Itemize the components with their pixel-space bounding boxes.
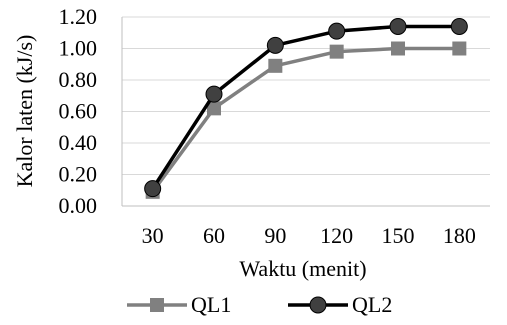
x-tick-label: 150 [382, 223, 415, 248]
x-tick-label: 180 [443, 223, 476, 248]
series-QL1 [145, 41, 467, 199]
legend-label: QL2 [352, 292, 392, 317]
legend-item-QL1: QL1 [127, 292, 231, 317]
y-tick-label: 0.40 [59, 130, 98, 155]
y-tick-label: 1.00 [59, 36, 98, 61]
axes [121, 17, 490, 207]
data-point [391, 41, 405, 56]
y-tick-label: 1.20 [59, 4, 98, 29]
y-axis-title: Kalor laten (kJ/s) [12, 35, 37, 188]
y-tick-label: 0.00 [59, 193, 98, 218]
data-point [450, 17, 468, 35]
x-tick-label: 60 [203, 223, 225, 248]
y-tick-label: 0.20 [59, 162, 98, 187]
data-point [268, 58, 283, 73]
y-tick-label: 0.60 [59, 99, 98, 124]
y-tick-labels: 0.00 0.20 0.40 0.60 0.80 1.00 1.20 [59, 4, 98, 218]
legend-marker [150, 298, 164, 312]
legend: QL1 QL2 [127, 292, 392, 317]
series-line [151, 46, 460, 193]
data-point [389, 17, 407, 35]
series-QL2 [144, 17, 468, 198]
data-point [452, 41, 467, 56]
x-tick-label: 90 [264, 223, 286, 248]
data-point [207, 101, 221, 116]
legend-marker [309, 296, 327, 314]
legend-item-QL2: QL2 [288, 292, 392, 317]
x-tick-label: 30 [142, 223, 164, 248]
data-point [144, 180, 162, 198]
data-point [328, 22, 346, 40]
data-point [205, 85, 223, 103]
x-tick-label: 120 [320, 223, 353, 248]
y-tick-label: 0.80 [59, 67, 98, 92]
series-lines [144, 17, 468, 199]
data-point [266, 36, 284, 54]
x-axis-title: Waktu (menit) [239, 256, 366, 281]
data-point [329, 44, 344, 59]
series-line [151, 24, 460, 190]
legend-label: QL1 [191, 292, 231, 317]
x-tick-labels: 30 60 90 120 150 180 [142, 223, 476, 248]
